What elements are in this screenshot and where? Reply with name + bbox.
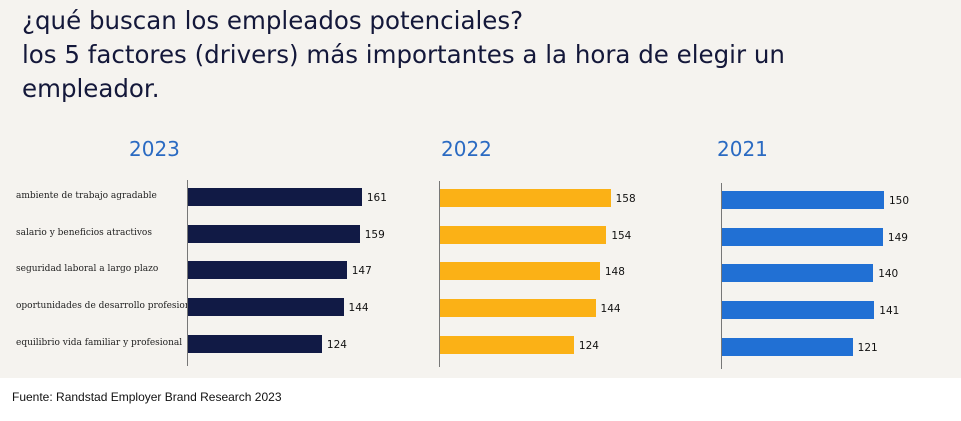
bar bbox=[722, 264, 874, 283]
data-label: 121 bbox=[857, 341, 878, 354]
bar bbox=[188, 261, 347, 280]
title-line-2: los 5 factores (drivers) más importantes… bbox=[22, 40, 785, 69]
data-label: 144 bbox=[348, 302, 369, 315]
title-line-1: ¿qué buscan los empleados potenciales? bbox=[22, 6, 524, 35]
category-axis bbox=[721, 183, 722, 369]
data-label: 124 bbox=[578, 339, 599, 352]
category-label: salario y beneficios atractivos bbox=[16, 227, 152, 238]
source-footnote: Fuente: Randstad Employer Brand Research… bbox=[12, 390, 282, 404]
bar bbox=[440, 189, 611, 207]
bar bbox=[188, 334, 322, 353]
bar bbox=[440, 262, 600, 281]
data-label: 161 bbox=[366, 192, 387, 204]
data-label: 141 bbox=[879, 305, 900, 318]
bar bbox=[722, 337, 853, 356]
page-title: ¿qué buscan los empleados potenciales? l… bbox=[22, 4, 952, 106]
bar bbox=[440, 225, 607, 244]
bar bbox=[188, 188, 362, 206]
year-title-2023: 2023 bbox=[129, 137, 180, 161]
bar bbox=[722, 301, 875, 320]
data-label: 124 bbox=[326, 338, 347, 351]
category-label: seguridad laboral a largo plazo bbox=[16, 264, 159, 275]
data-label: 149 bbox=[887, 231, 908, 244]
data-label: 159 bbox=[364, 228, 385, 241]
data-label: 144 bbox=[600, 303, 621, 316]
bar bbox=[440, 299, 596, 318]
data-label: 147 bbox=[351, 265, 372, 278]
data-label: 140 bbox=[878, 268, 899, 281]
data-label: 148 bbox=[604, 266, 625, 279]
bar bbox=[188, 298, 344, 317]
bar bbox=[722, 227, 883, 246]
category-label: equilibrio vida familiar y profesional bbox=[16, 337, 183, 348]
category-axis bbox=[439, 181, 440, 367]
bar bbox=[440, 335, 574, 354]
data-label: 158 bbox=[615, 193, 636, 205]
category-axis bbox=[187, 180, 188, 366]
category-label: ambiente de trabajo agradable bbox=[16, 191, 157, 201]
data-label: 154 bbox=[611, 229, 632, 242]
bar bbox=[722, 191, 884, 209]
year-title-2022: 2022 bbox=[441, 137, 492, 161]
title-line-3: empleador. bbox=[22, 74, 160, 103]
category-label: oportunidades de desarrollo profesional bbox=[16, 301, 199, 312]
year-title-2021: 2021 bbox=[717, 137, 768, 161]
data-label: 150 bbox=[889, 195, 910, 207]
bar bbox=[188, 224, 360, 243]
